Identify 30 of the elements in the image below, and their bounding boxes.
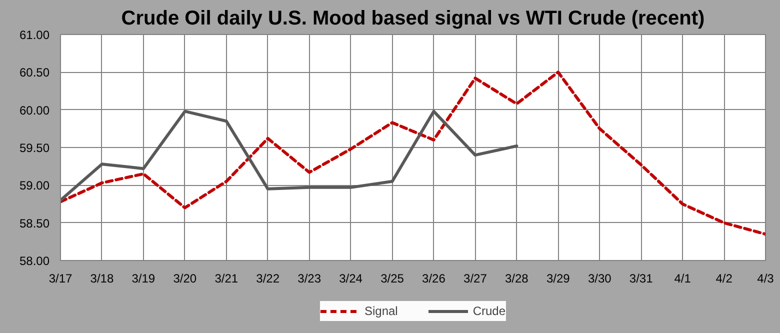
y-tick-label: 60.50 [19,66,50,80]
x-tick-label: 3/20 [173,272,197,286]
legend-label: Signal [364,304,398,318]
x-tick-label: 3/28 [505,272,529,286]
x-tick-label: 3/17 [48,272,73,286]
x-tick-label: 3/29 [546,272,570,286]
x-tick-label: 4/3 [757,272,774,286]
x-tick-label: 3/19 [132,272,156,286]
y-tick-label: 60.00 [19,103,50,118]
chart-title: Crude Oil daily U.S. Mood based signal vs WTI Crude (recent) [121,8,705,30]
x-tick-label: 3/24 [339,272,363,286]
y-tick-label: 58.00 [19,254,50,268]
x-tick-label: 3/18 [90,272,114,286]
y-tick-label: 58.50 [19,216,50,230]
x-tick-label: 3/30 [588,272,612,286]
y-tick-label: 59.00 [19,178,50,193]
y-tick-label: 61.00 [19,28,50,42]
x-tick-label: 3/31 [629,272,654,286]
x-tick-label: 3/21 [214,272,238,286]
x-tick-label: 4/2 [716,272,733,286]
x-tick-label: 3/27 [464,272,488,286]
legend-label: Crude [472,304,506,318]
line-series [60,70,766,236]
x-tick-label: 3/26 [422,272,446,286]
x-tick-label: 3/23 [298,272,322,286]
line-series [60,110,518,202]
x-tick-label: 3/22 [256,272,280,286]
y-tick-label: 59.50 [19,141,50,155]
x-tick-label: 3/25 [380,272,404,286]
x-tick-label: 4/1 [674,272,692,286]
